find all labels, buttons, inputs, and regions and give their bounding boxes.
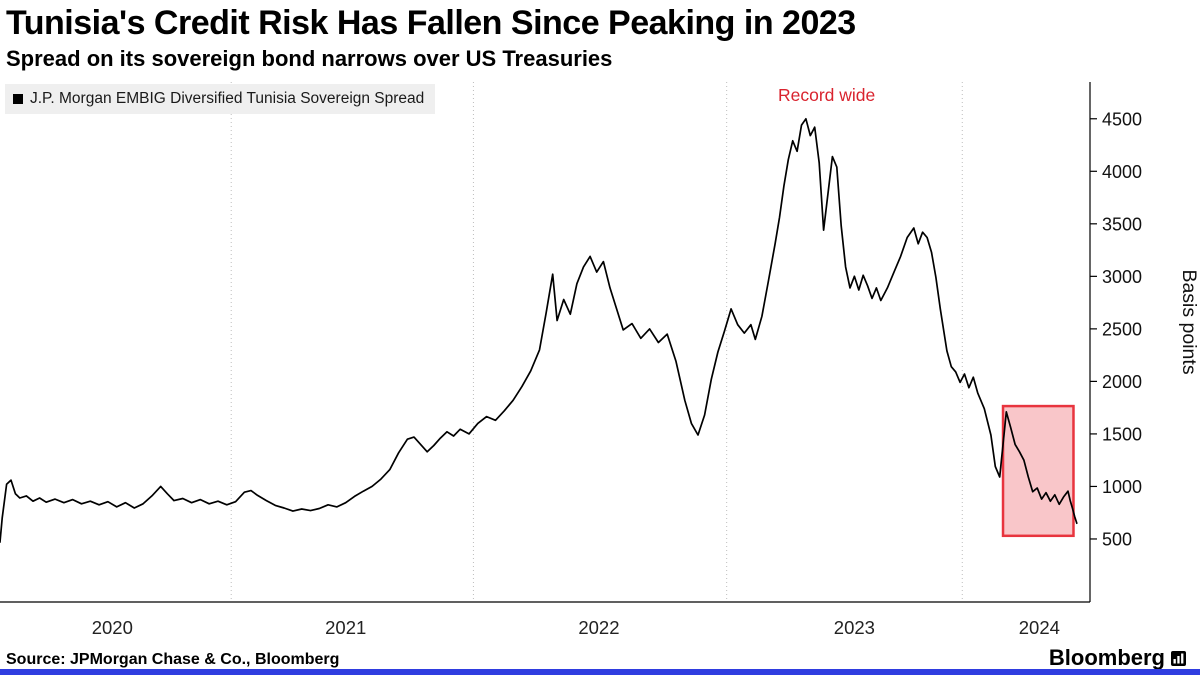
page-title: Tunisia's Credit Risk Has Fallen Since P… [6, 4, 856, 42]
y-tick-label: 4500 [1102, 109, 1142, 129]
y-tick-label: 1500 [1102, 424, 1142, 444]
bloomberg-chart-icon [1171, 650, 1186, 666]
legend-square-marker [13, 94, 23, 104]
x-tick-label: 2023 [834, 617, 875, 638]
record-wide-annotation: Record wide [778, 85, 876, 105]
y-tick-label: 3500 [1102, 214, 1142, 234]
bloomberg-wordmark: Bloomberg [1048, 645, 1165, 670]
chart-legend: J.P. Morgan EMBIG Diversified Tunisia So… [5, 84, 436, 114]
bottom-accent-bar [0, 669, 1200, 675]
y-tick-label: 2500 [1102, 319, 1142, 339]
y-tick-label: 4000 [1102, 162, 1142, 182]
chart-svg: 500 1000 1500 2000 2500 3000 3500 4000 4500 2020 2… [0, 82, 1200, 638]
bloomberg-logo: Bloomberg [1049, 645, 1186, 671]
y-tick-label: 3000 [1102, 267, 1142, 287]
y-tick-label: 1000 [1102, 477, 1142, 497]
page-subtitle: Spread on its sovereign bond narrows ove… [6, 46, 613, 71]
x-tick-label: 2021 [325, 617, 366, 638]
chart-area: 500 1000 1500 2000 2500 3000 3500 4000 4500 2020 2… [0, 82, 1200, 644]
x-tick-label: 2024 [1019, 617, 1060, 638]
highlight-box [1001, 404, 1075, 538]
x-tick-label: 2020 [92, 617, 133, 638]
x-tick-label: 2022 [578, 617, 619, 638]
source-attribution: Source: JPMorgan Chase & Co., Bloomberg [6, 651, 340, 668]
y-tick-label: 2000 [1102, 372, 1142, 392]
y-tick-label: 500 [1102, 529, 1132, 549]
spread-line [0, 117, 1078, 543]
y-axis-title: Basis points [1178, 269, 1200, 374]
legend-series-label: J.P. Morgan EMBIG Diversified Tunisia So… [30, 90, 425, 107]
